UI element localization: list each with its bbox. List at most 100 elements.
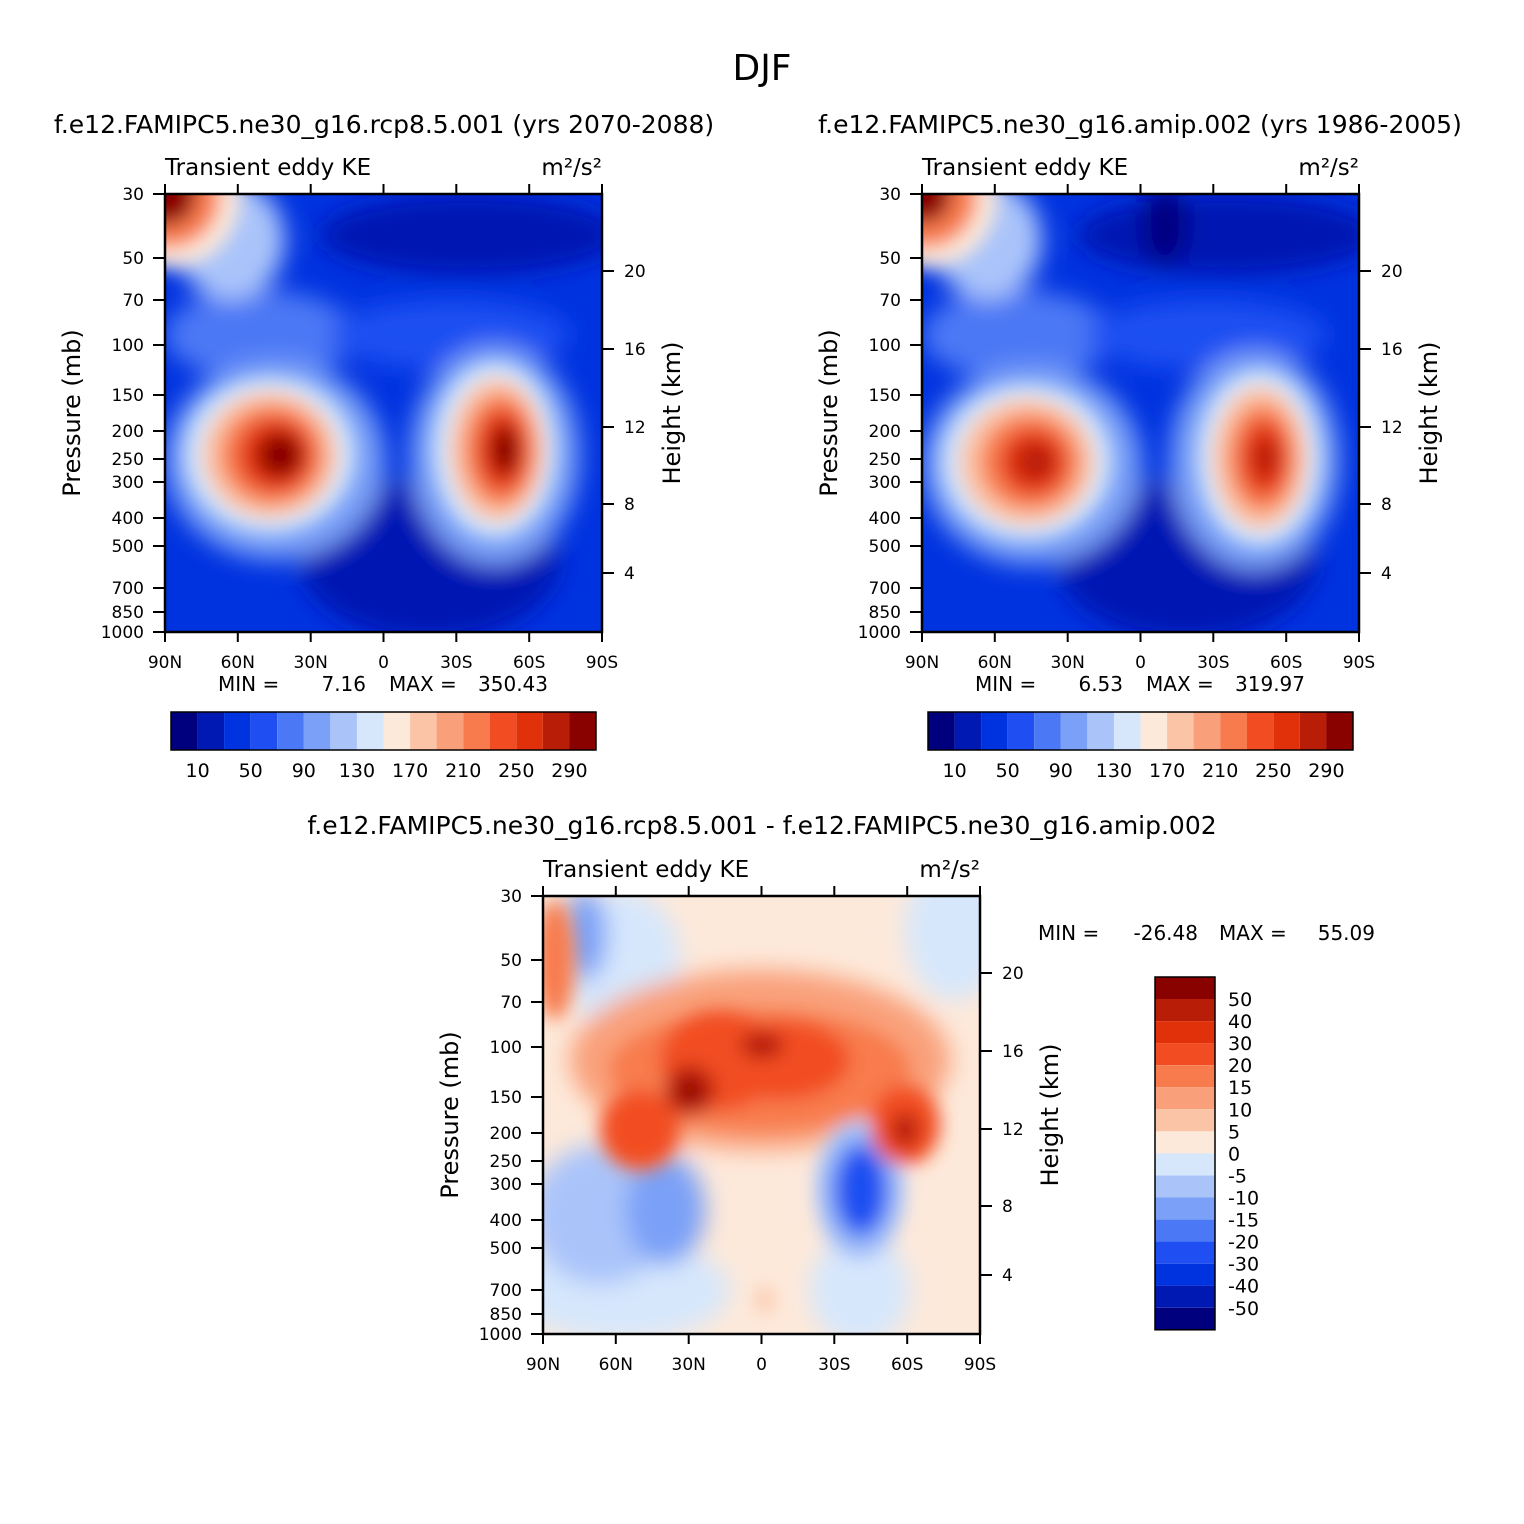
colorbar-label: -40 xyxy=(1228,1276,1259,1298)
y-tick-label: 200 xyxy=(112,422,144,442)
y-tick-labels: 30 50 70 100 150 200 250 300 400 500 700… xyxy=(479,887,522,1345)
max-value: 55.09 xyxy=(1318,921,1375,945)
colorbar-swatch xyxy=(303,712,331,750)
colorbar-swatch xyxy=(1155,1241,1215,1264)
x-tick-label: 90S xyxy=(964,1355,996,1375)
colorbar-label: -30 xyxy=(1228,1254,1259,1276)
y-tick-label: 50 xyxy=(122,249,144,269)
colorbar-label: -20 xyxy=(1228,1232,1259,1254)
min-label: MIN = xyxy=(1038,921,1099,945)
colorbar-swatch xyxy=(1155,999,1215,1022)
height-tick-label: 16 xyxy=(1002,1042,1024,1062)
colorbar-swatch xyxy=(1155,977,1215,1000)
colorbar-swatch xyxy=(1167,712,1194,750)
colorbar-frame xyxy=(927,711,1354,751)
colorbar-swatch xyxy=(1155,1109,1215,1132)
y-tick-label: 700 xyxy=(869,579,901,599)
y-tick-label: 100 xyxy=(490,1038,522,1058)
x-tick-label: 0 xyxy=(756,1355,767,1375)
x-tick-label: 0 xyxy=(1135,653,1146,673)
panel-units: m²/s² xyxy=(919,857,980,883)
y-tick-label: 1000 xyxy=(479,1325,522,1345)
y-tick-label: 100 xyxy=(869,336,901,356)
colorbar-swatch xyxy=(1034,712,1061,750)
colorbar-swatch xyxy=(463,712,490,750)
min-max-readout: MIN = 7.16 MAX = 350.43 xyxy=(218,672,548,696)
colorbar-swatch xyxy=(1007,712,1035,750)
y-tick-label: 250 xyxy=(869,450,901,470)
x-tick-label: 30N xyxy=(672,1355,706,1375)
x-axis-ticks xyxy=(542,886,981,1344)
height-ticks: 20 16 12 8 4 xyxy=(980,964,1024,1286)
colorbar-swatch xyxy=(436,712,464,750)
colorbar-swatch xyxy=(1155,1285,1215,1308)
colorbar-swatch xyxy=(1155,1065,1215,1088)
y-tick-label: 700 xyxy=(490,1281,522,1301)
colorbar-swatch xyxy=(197,712,225,750)
y-tick-label: 100 xyxy=(112,336,144,356)
max-value: 319.97 xyxy=(1235,672,1305,696)
height-tick-label: 20 xyxy=(1002,964,1024,984)
y-tick-label: 200 xyxy=(490,1124,522,1144)
colorbar-swatches xyxy=(1155,977,1215,1330)
colorbar-label: 10 xyxy=(943,760,967,782)
colorbar-swatches xyxy=(928,712,1353,750)
colorbar-label: 40 xyxy=(1228,1011,1252,1033)
colorbar-label: 50 xyxy=(996,760,1020,782)
colorbar-swatch xyxy=(383,712,411,750)
height-tick-label: 12 xyxy=(624,418,646,438)
x-axis-ticks xyxy=(164,184,603,642)
x-tick-label: 60N xyxy=(599,1355,633,1375)
max-label: MAX = xyxy=(1219,921,1287,945)
colorbar-swatch xyxy=(981,712,1008,750)
contour-field xyxy=(165,194,602,632)
y-tick-labels: 30 50 70 100 150 200 250 300 400 500 700… xyxy=(858,185,901,643)
x-tick-label: 90N xyxy=(905,653,939,673)
y-tick-label: 150 xyxy=(112,386,144,406)
colorbar-swatch xyxy=(1155,1021,1215,1044)
colorbar-swatch xyxy=(1155,1175,1215,1198)
max-value: 350.43 xyxy=(478,672,548,696)
colorbar-label: 5 xyxy=(1228,1121,1240,1143)
colorbar-swatch xyxy=(954,712,982,750)
height-tick-label: 8 xyxy=(624,495,635,515)
min-value: -26.48 xyxy=(1134,921,1198,945)
height-tick-label: 4 xyxy=(624,564,635,584)
y-tick-label: 300 xyxy=(869,473,901,493)
min-value: 6.53 xyxy=(1078,672,1123,696)
colorbar-label: -5 xyxy=(1228,1166,1247,1188)
colorbar: 50 40 30 20 15 10 5 0 -5 -10 -15 -20 -30… xyxy=(1154,976,1259,1331)
colorbar-label: 90 xyxy=(292,760,316,782)
min-label: MIN = xyxy=(975,672,1036,696)
y-tick-label: 200 xyxy=(869,422,901,442)
colorbar-swatch xyxy=(1155,1087,1215,1110)
x-tick-label: 30S xyxy=(440,653,472,673)
y-tick-label: 30 xyxy=(122,185,144,205)
panel-title: f.e12.FAMIPC5.ne30_g16.rcp8.5.001 (yrs 2… xyxy=(54,110,714,139)
panel-subtitle: Transient eddy KE xyxy=(921,155,1128,181)
height-tick-label: 20 xyxy=(624,262,646,282)
colorbar-swatch xyxy=(1155,1263,1215,1286)
colorbar-label: 130 xyxy=(1096,760,1132,782)
y-axis-ticks xyxy=(910,193,922,633)
y-tick-labels: 30 50 70 100 150 200 250 300 400 500 700… xyxy=(101,185,144,643)
colorbar-label: 20 xyxy=(1228,1055,1252,1077)
y-axis-right-label: Height (km) xyxy=(1036,1044,1064,1187)
colorbar-label: -50 xyxy=(1228,1298,1259,1320)
x-tick-labels: 90N 60N 30N 0 30S 60S 90S xyxy=(526,1355,996,1375)
y-axis-ticks xyxy=(153,193,165,633)
x-tick-label: 90N xyxy=(526,1355,560,1375)
colorbar-swatch xyxy=(1326,712,1353,750)
y-axis-ticks xyxy=(531,895,543,1335)
x-tick-label: 60N xyxy=(978,653,1012,673)
colorbar-swatch xyxy=(928,712,955,750)
y-tick-label: 1000 xyxy=(101,623,144,643)
y-axis-right-label: Height (km) xyxy=(658,342,686,485)
panel-subtitle: Transient eddy KE xyxy=(542,857,749,883)
max-label: MAX = xyxy=(389,672,457,696)
y-tick-label: 150 xyxy=(490,1088,522,1108)
y-tick-label: 70 xyxy=(500,993,522,1013)
colorbar-label: 210 xyxy=(1202,760,1238,782)
y-tick-label: 50 xyxy=(500,951,522,971)
